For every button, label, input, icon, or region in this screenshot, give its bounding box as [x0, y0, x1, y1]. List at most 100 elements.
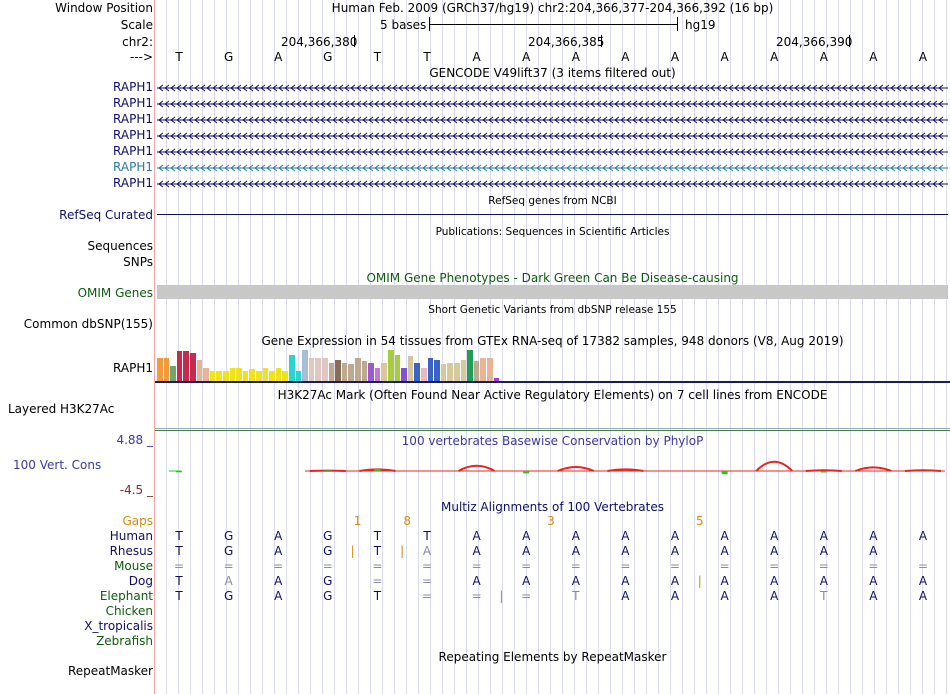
gtex-tissue-bar[interactable] — [289, 355, 295, 381]
species-label[interactable]: Human — [109, 529, 153, 543]
gtex-tissue-bar[interactable] — [163, 358, 170, 381]
gencode-transcript-label[interactable]: RAPH1 — [113, 176, 153, 190]
gtex-tissue-bar[interactable] — [328, 363, 335, 381]
gtex-tissue-bar[interactable] — [407, 356, 414, 381]
base-4: T — [373, 50, 382, 64]
gencode-transcript-label[interactable]: RAPH1 — [113, 144, 153, 158]
gtex-tissue-bar[interactable] — [282, 371, 288, 381]
gtex-tissue-bar[interactable] — [341, 363, 348, 381]
dbsnp-track-label[interactable]: Common dbSNP(155) — [23, 317, 153, 331]
gencode-transcript-label[interactable]: RAPH1 — [113, 128, 153, 142]
species-label[interactable]: Mouse — [114, 559, 153, 573]
gencode-transcript-label[interactable]: RAPH1 — [113, 96, 153, 110]
gtex-tissue-bar[interactable] — [447, 363, 453, 381]
gtex-tissue-bar[interactable] — [440, 364, 447, 381]
species-label[interactable]: Rhesus — [109, 544, 153, 558]
gtex-tissue-bar[interactable] — [302, 350, 308, 381]
gtex-tissue-bar[interactable] — [355, 358, 361, 381]
gtex-tissue-bar[interactable] — [454, 363, 460, 381]
gencode-transcript-track[interactable] — [157, 146, 948, 156]
species-alignment-row: T G A G T = = | = T A A A A T A A — [155, 589, 950, 603]
gtex-tissue-bar[interactable] — [223, 371, 229, 381]
gtex-tissue-bar[interactable] — [242, 371, 249, 381]
species-label[interactable]: Zebrafish — [96, 634, 153, 648]
gtex-tissue-bar[interactable] — [388, 350, 394, 381]
gencode-transcript-track[interactable] — [157, 130, 948, 140]
gtex-tissue-bar[interactable] — [480, 358, 486, 381]
gencode-transcript-label[interactable]: RAPH1 — [113, 160, 153, 174]
gtex-tissue-bar[interactable] — [308, 358, 315, 381]
gtex-tissue-bar[interactable] — [467, 350, 473, 381]
gtex-tissue-bar[interactable] — [249, 369, 255, 381]
gtex-tissue-bar[interactable] — [368, 363, 374, 381]
assembly-position-title: Human Feb. 2009 (GRCh37/hg19) chr2:204,3… — [331, 1, 774, 15]
h3k27ac-track-label[interactable]: Layered H3K27Ac — [8, 402, 115, 416]
species-label[interactable]: Dog — [128, 574, 153, 588]
gtex-tissue-bar[interactable] — [295, 371, 302, 381]
conservation-score-bar — [374, 469, 381, 471]
gtex-tissue-bar[interactable] — [256, 371, 262, 381]
gtex-tissue-bar[interactable] — [421, 368, 427, 381]
aligned-base: A — [720, 529, 729, 543]
gtex-tissue-bar[interactable] — [374, 368, 381, 381]
gtex-tissue-bar[interactable] — [262, 368, 269, 381]
gtex-tissue-bar[interactable] — [348, 364, 354, 381]
species-label[interactable]: Chicken — [105, 604, 153, 618]
gtex-tissue-bar[interactable] — [434, 360, 440, 381]
gtex-tissue-bar[interactable] — [229, 368, 236, 381]
scale-text: 5 bases — [380, 18, 427, 32]
gtex-tissue-bar[interactable] — [335, 360, 341, 381]
gtex-track-label[interactable]: RAPH1 — [113, 361, 153, 375]
gtex-tissue-bar[interactable] — [203, 368, 209, 381]
gtex-tissue-bar[interactable] — [381, 363, 387, 381]
gtex-tissue-bar[interactable] — [196, 360, 203, 381]
gtex-tissue-bar[interactable] — [414, 363, 420, 381]
species-label[interactable]: X_tropicalis — [84, 619, 153, 633]
refseq-track-label[interactable]: RefSeq Curated — [59, 208, 153, 222]
gtex-bar-chart[interactable] — [157, 348, 948, 381]
scale-label: Scale — [120, 18, 153, 32]
gtex-tissue-bar[interactable] — [176, 351, 183, 381]
gtex-tissue-bar[interactable] — [190, 353, 196, 381]
gtex-tissue-bar[interactable] — [170, 366, 176, 381]
gtex-tissue-bar[interactable] — [275, 368, 282, 381]
gtex-tissue-bar[interactable] — [209, 371, 216, 381]
gtex-tissue-bar[interactable] — [460, 360, 467, 381]
aligned-base: = — [868, 559, 879, 573]
conservation-plot[interactable] — [155, 448, 950, 490]
gtex-tissue-bar[interactable] — [216, 371, 222, 381]
species-alignment-row: T A A G = = A A A A A | A A A A A — [155, 574, 950, 588]
gencode-transcript-track[interactable] — [157, 162, 948, 172]
gtex-tissue-bar[interactable] — [315, 358, 321, 381]
gencode-transcript-label[interactable]: RAPH1 — [113, 112, 153, 126]
gencode-transcript-track[interactable] — [157, 114, 948, 124]
repeatmasker-track-label[interactable]: RepeatMasker — [67, 664, 153, 678]
refseq-gene-line[interactable] — [157, 214, 948, 215]
snps-track-label[interactable]: SNPs — [123, 255, 153, 269]
conservation-track-label[interactable]: 100 Vert. Cons — [13, 458, 102, 472]
gencode-transcript-track[interactable] — [157, 82, 948, 92]
gtex-tissue-bar[interactable] — [427, 358, 434, 381]
base-1: G — [223, 50, 234, 64]
omim-gene-bar[interactable] — [157, 285, 948, 299]
gtex-tissue-bar[interactable] — [269, 371, 275, 381]
gencode-transcript-label[interactable]: RAPH1 — [113, 80, 153, 94]
conservation-track-title: 100 vertebrates Basewise Conservation by… — [401, 434, 704, 448]
gtex-tissue-bar[interactable] — [487, 358, 493, 381]
species-label[interactable]: Elephant — [99, 589, 153, 603]
sequences-track-label[interactable]: Sequences — [87, 239, 153, 253]
gtex-tissue-bar[interactable] — [157, 358, 163, 381]
gtex-tissue-bar[interactable] — [401, 368, 407, 381]
gtex-tissue-bar[interactable] — [183, 351, 189, 381]
gtex-tissue-bar[interactable] — [236, 368, 242, 381]
gtex-tissue-bar[interactable] — [394, 355, 401, 381]
gencode-transcript-track[interactable] — [157, 178, 948, 188]
insertion-marker: | — [350, 544, 355, 558]
gencode-transcript-track[interactable] — [157, 98, 948, 108]
gtex-tissue-bar[interactable] — [473, 361, 480, 381]
gtex-tissue-bar[interactable] — [361, 361, 368, 381]
omim-track-label[interactable]: OMIM Genes — [77, 286, 153, 300]
gtex-tissue-bar[interactable] — [493, 378, 500, 381]
gtex-tissue-bar[interactable] — [322, 358, 328, 381]
base-13: A — [819, 50, 828, 64]
